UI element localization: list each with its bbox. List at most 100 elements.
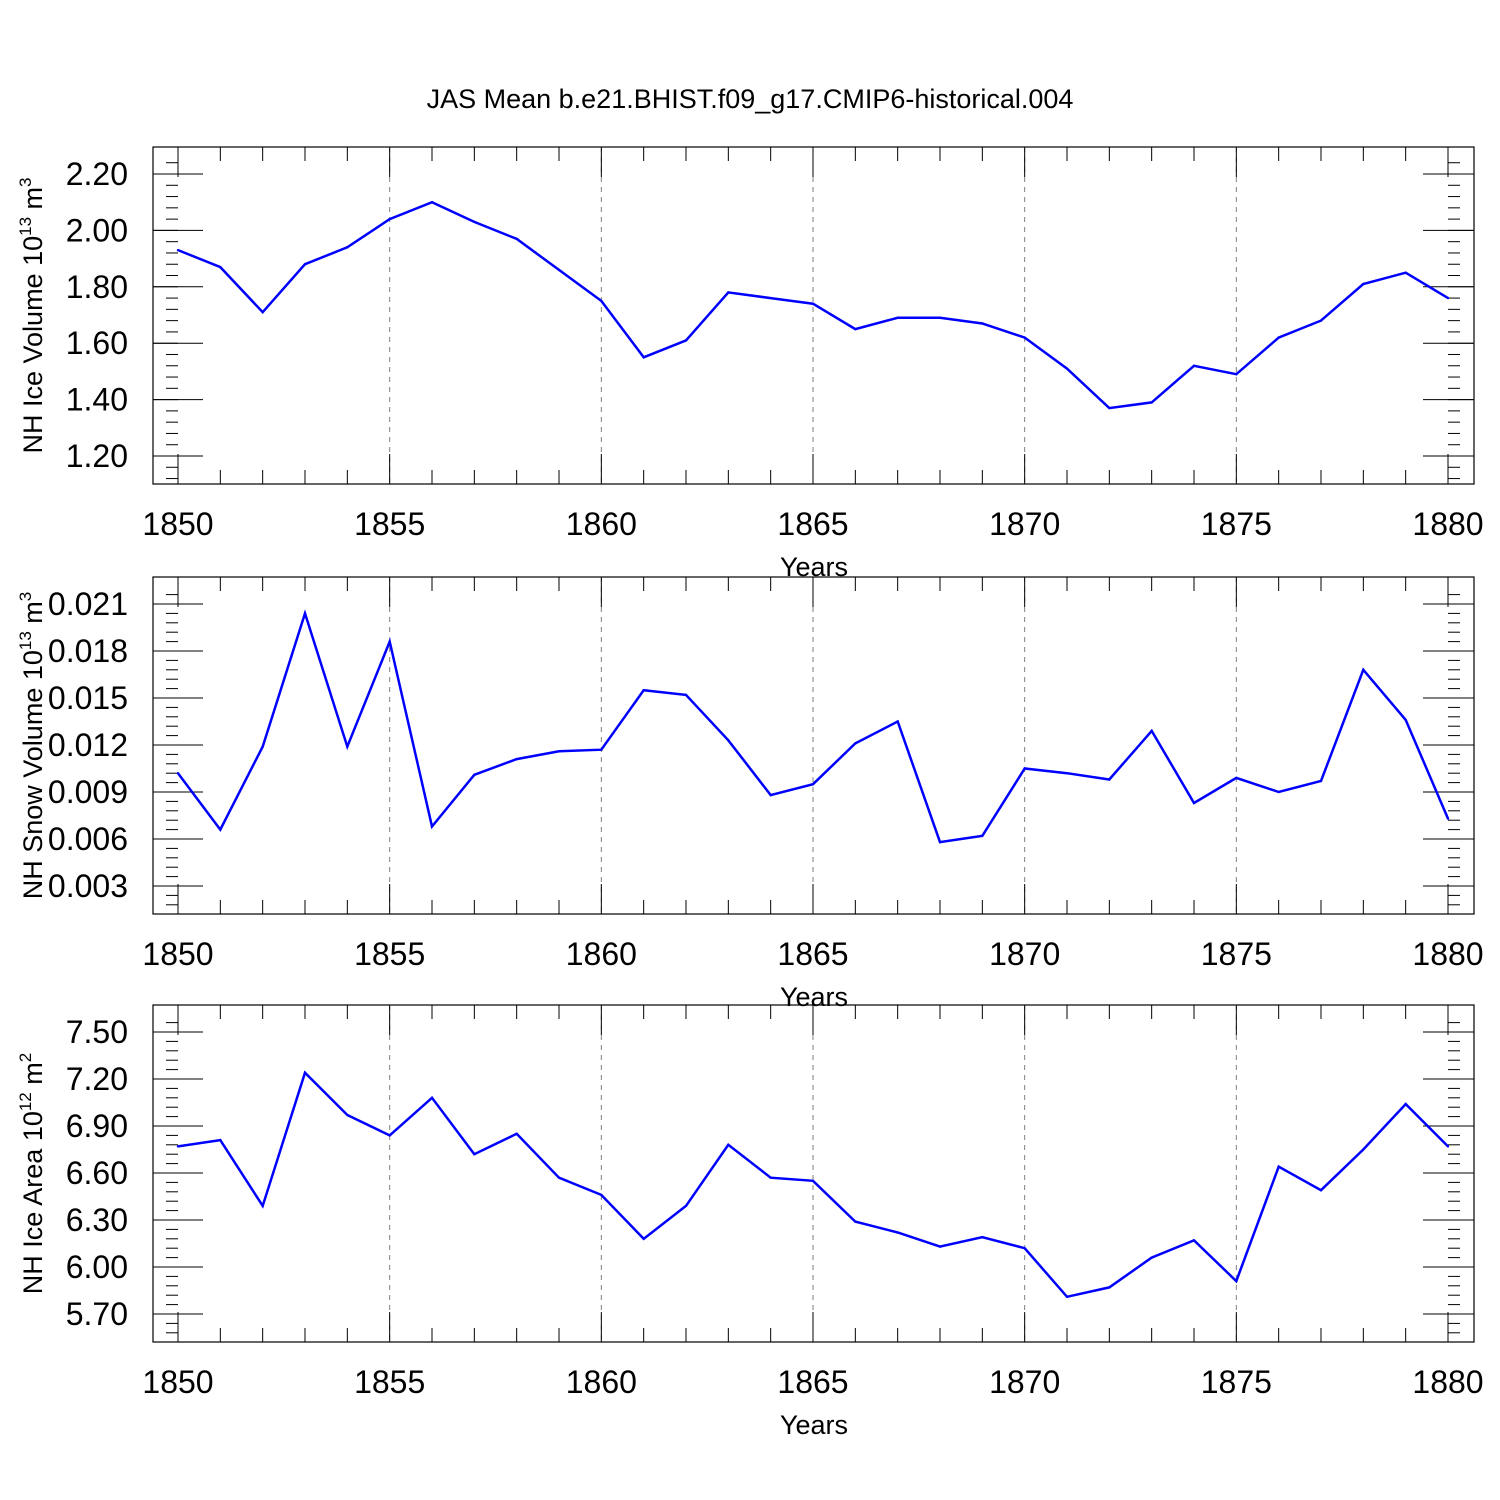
data-point bbox=[1277, 1165, 1280, 1168]
data-point bbox=[346, 246, 349, 249]
data-point bbox=[303, 1071, 307, 1074]
x-tick-label: 1870 bbox=[989, 506, 1060, 542]
data-point bbox=[600, 1193, 603, 1197]
data-point bbox=[430, 1096, 434, 1099]
data-point bbox=[896, 1231, 899, 1234]
y-axis-label: NH Ice Area 1012 m2 bbox=[16, 1053, 48, 1294]
data-point bbox=[854, 742, 857, 745]
x-axis-label: Years bbox=[780, 982, 848, 1012]
y-tick-label: 1.80 bbox=[66, 269, 128, 305]
x-tick-label: 1880 bbox=[1412, 1364, 1483, 1400]
y-tick-label: 1.60 bbox=[66, 325, 128, 361]
data-point bbox=[557, 750, 561, 753]
data-point bbox=[1065, 772, 1069, 775]
x-axis-label: Years bbox=[780, 1410, 848, 1440]
data-point bbox=[473, 1153, 476, 1156]
data-point bbox=[1192, 801, 1196, 805]
data-point bbox=[811, 1179, 815, 1183]
data-point bbox=[1150, 401, 1153, 404]
y-tick-label: 0.009 bbox=[48, 774, 128, 810]
data-point bbox=[1319, 779, 1323, 783]
y-tick-label: 7.50 bbox=[66, 1014, 128, 1050]
y-tick-label: 1.40 bbox=[66, 382, 128, 418]
x-tick-label: 1865 bbox=[777, 506, 848, 542]
data-point bbox=[896, 720, 899, 723]
x-tick-label: 1875 bbox=[1201, 506, 1272, 542]
data-point bbox=[1404, 271, 1407, 274]
data-point bbox=[515, 237, 518, 241]
data-point bbox=[684, 693, 688, 697]
data-point bbox=[938, 1245, 942, 1248]
x-tick-label: 1870 bbox=[989, 936, 1060, 972]
y-tick-label: 2.00 bbox=[66, 212, 128, 248]
data-point bbox=[430, 201, 434, 204]
data-point bbox=[896, 316, 899, 320]
data-point bbox=[600, 748, 603, 751]
data-point bbox=[1150, 729, 1153, 733]
data-point bbox=[1404, 1102, 1407, 1106]
y-tick-label: 6.60 bbox=[66, 1155, 128, 1191]
x-tick-label: 1875 bbox=[1201, 936, 1272, 972]
y-tick-label: 7.20 bbox=[66, 1061, 128, 1097]
data-point bbox=[388, 640, 391, 643]
data-point bbox=[1235, 373, 1238, 376]
data-point bbox=[176, 772, 180, 775]
data-point bbox=[219, 828, 222, 831]
data-point bbox=[727, 739, 730, 742]
data-point bbox=[388, 217, 391, 221]
x-tick-label: 1855 bbox=[354, 936, 425, 972]
x-tick-label: 1865 bbox=[777, 1364, 848, 1400]
y-axis-label: NH Ice Volume 1013 m3 bbox=[16, 178, 48, 454]
y-tick-label: 0.006 bbox=[48, 821, 128, 857]
data-point bbox=[1235, 776, 1238, 780]
data-point bbox=[1235, 1279, 1238, 1283]
data-point bbox=[727, 1143, 730, 1146]
data-point bbox=[811, 782, 815, 786]
data-point bbox=[981, 322, 984, 325]
data-point bbox=[261, 745, 264, 748]
data-point bbox=[1065, 367, 1069, 370]
chart-panel-snow-volume: 0.003 0.006 0.009 0.012 0.015 0.018 0.021 1850 1… bbox=[16, 576, 1484, 1012]
data-point bbox=[557, 268, 561, 272]
y-tick-label: 0.003 bbox=[48, 868, 128, 904]
data-point bbox=[1362, 668, 1365, 671]
x-tick-label: 1855 bbox=[354, 506, 425, 542]
data-point bbox=[1023, 336, 1026, 339]
y-tick-label: 1.20 bbox=[66, 438, 128, 474]
data-point bbox=[1319, 1189, 1323, 1192]
data-point bbox=[557, 1176, 561, 1179]
x-tick-label: 1850 bbox=[142, 936, 213, 972]
data-point bbox=[1277, 790, 1280, 794]
data-point bbox=[1150, 1256, 1153, 1259]
x-tick-label: 1880 bbox=[1412, 936, 1483, 972]
data-point bbox=[1192, 364, 1196, 367]
x-tick-label: 1870 bbox=[989, 1364, 1060, 1400]
x-tick-label: 1865 bbox=[777, 936, 848, 972]
y-tick-label: 6.90 bbox=[66, 1108, 128, 1144]
y-tick-label: 6.00 bbox=[66, 1249, 128, 1285]
data-point bbox=[1065, 1295, 1069, 1298]
data-point bbox=[642, 356, 645, 359]
data-point bbox=[1446, 817, 1450, 820]
data-point bbox=[981, 1236, 984, 1239]
data-point bbox=[684, 339, 688, 342]
data-point bbox=[176, 248, 180, 252]
data-point bbox=[642, 1237, 645, 1240]
data-point bbox=[769, 1176, 772, 1179]
data-point bbox=[219, 1138, 222, 1142]
data-point bbox=[473, 220, 476, 224]
x-tick-label: 1880 bbox=[1412, 506, 1483, 542]
data-point bbox=[303, 612, 307, 615]
data-point bbox=[1404, 718, 1407, 722]
data-point bbox=[430, 825, 434, 828]
x-tick-label: 1855 bbox=[354, 1364, 425, 1400]
data-point bbox=[684, 1204, 688, 1208]
data-point bbox=[938, 840, 942, 844]
data-point bbox=[727, 291, 730, 294]
data-point bbox=[346, 745, 349, 748]
data-point bbox=[811, 302, 815, 305]
chart-panel-ice-volume: 1.20 1.40 1.60 1.80 2.00 2.20 1850 1855 1860 1865… bbox=[16, 146, 1484, 582]
data-point bbox=[981, 834, 984, 838]
data-point bbox=[1108, 1286, 1111, 1289]
data-point bbox=[1108, 778, 1111, 781]
